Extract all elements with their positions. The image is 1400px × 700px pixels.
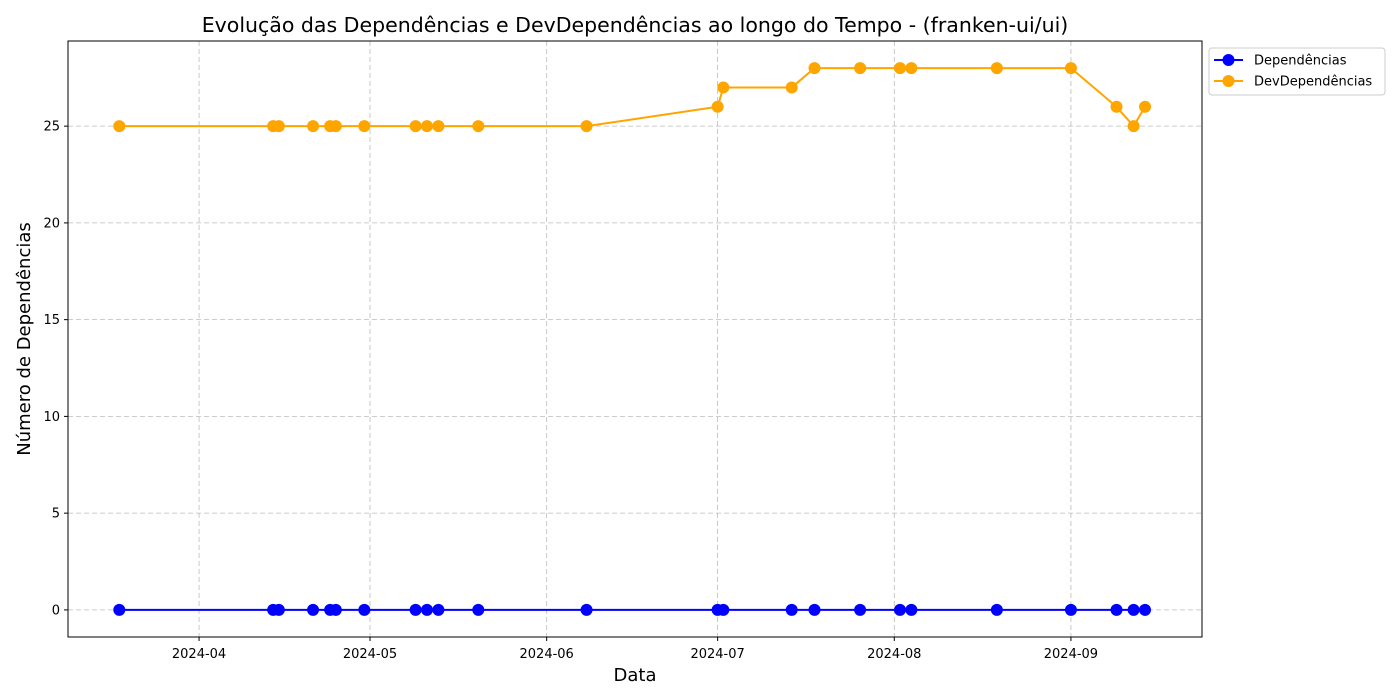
y-tick-label: 0 bbox=[52, 603, 60, 618]
x-tick-label: 2024-05 bbox=[343, 647, 397, 662]
data-point bbox=[1110, 100, 1123, 113]
data-point bbox=[409, 603, 422, 616]
y-axis-label: Número de Dependências bbox=[14, 222, 35, 456]
data-point bbox=[1064, 603, 1077, 616]
data-point bbox=[990, 62, 1003, 75]
y-axis: 0 5 10 15 20 25 bbox=[43, 120, 68, 618]
x-tick-label: 2024-09 bbox=[1044, 647, 1098, 662]
data-point bbox=[113, 120, 126, 133]
series-layer bbox=[113, 62, 1152, 616]
data-point bbox=[409, 120, 422, 133]
data-point bbox=[808, 62, 821, 75]
data-point bbox=[329, 603, 342, 616]
data-point bbox=[905, 62, 918, 75]
series-devdependencias bbox=[113, 62, 1152, 133]
series-dependencias bbox=[113, 603, 1152, 616]
legend-label: DevDependências bbox=[1254, 75, 1372, 90]
x-tick-label: 2024-07 bbox=[690, 647, 744, 662]
legend-box bbox=[1208, 47, 1386, 96]
data-point bbox=[307, 603, 320, 616]
x-tick-label: 2024-06 bbox=[520, 647, 574, 662]
grid bbox=[68, 41, 1202, 637]
chart-title: Evolução das Dependências e DevDependênc… bbox=[202, 13, 1069, 37]
data-point bbox=[421, 120, 434, 133]
data-point bbox=[717, 603, 730, 616]
legend: Dependências DevDependências bbox=[1208, 47, 1386, 96]
data-point bbox=[905, 603, 918, 616]
data-point bbox=[472, 120, 485, 133]
data-point bbox=[854, 603, 867, 616]
data-point bbox=[272, 120, 285, 133]
legend-label: Dependências bbox=[1254, 54, 1347, 69]
data-point bbox=[358, 120, 371, 133]
data-point bbox=[893, 603, 906, 616]
y-tick-label: 15 bbox=[43, 313, 60, 328]
data-point bbox=[432, 603, 445, 616]
data-point bbox=[272, 603, 285, 616]
data-point bbox=[580, 603, 593, 616]
x-axis: 2024-04 2024-05 2024-06 2024-07 2024-08 2024-… bbox=[172, 637, 1098, 662]
data-point bbox=[854, 62, 867, 75]
legend-marker bbox=[1222, 75, 1235, 87]
data-point bbox=[990, 603, 1003, 616]
data-point bbox=[580, 120, 593, 133]
x-tick-label: 2024-08 bbox=[867, 647, 921, 662]
data-point bbox=[307, 120, 320, 133]
data-point bbox=[785, 603, 798, 616]
data-point bbox=[113, 603, 126, 616]
x-tick-label: 2024-04 bbox=[172, 647, 226, 662]
data-point bbox=[717, 81, 730, 94]
data-point bbox=[472, 603, 485, 616]
plot-area-frame bbox=[67, 40, 1203, 638]
data-point bbox=[1127, 120, 1140, 133]
data-point bbox=[711, 100, 724, 113]
data-point bbox=[1127, 603, 1140, 616]
y-tick-label: 25 bbox=[43, 120, 60, 135]
y-tick-label: 5 bbox=[52, 507, 60, 522]
data-point bbox=[785, 81, 798, 94]
data-point bbox=[421, 603, 434, 616]
data-point bbox=[1064, 62, 1077, 75]
data-point bbox=[893, 62, 906, 75]
x-axis-label: Data bbox=[614, 665, 657, 686]
data-point bbox=[358, 603, 371, 616]
data-point bbox=[432, 120, 445, 133]
data-point bbox=[329, 120, 342, 133]
series-line bbox=[119, 67, 1146, 128]
data-point bbox=[808, 603, 821, 616]
data-point bbox=[1110, 603, 1123, 616]
data-point bbox=[1139, 100, 1152, 113]
y-tick-label: 10 bbox=[43, 410, 60, 425]
data-point bbox=[1139, 603, 1152, 616]
legend-marker bbox=[1222, 54, 1235, 66]
y-tick-label: 20 bbox=[43, 216, 60, 231]
